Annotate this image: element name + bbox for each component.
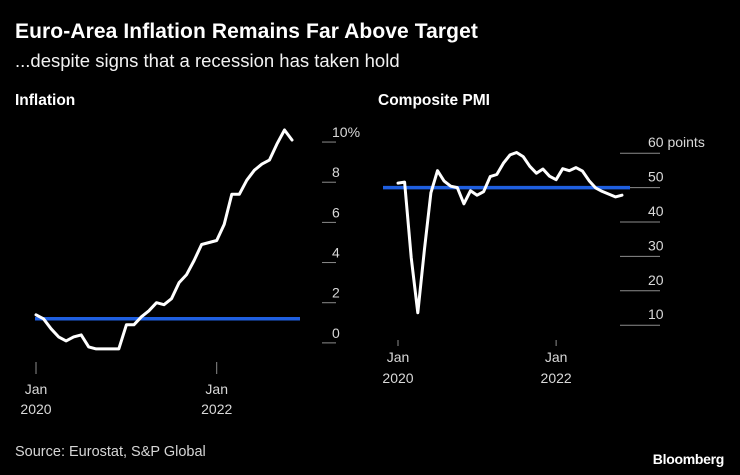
inflation-x-tick-year: 2022 (201, 401, 232, 417)
inflation-y-tick-label: 6 (332, 204, 340, 220)
pmi-x-tick-year: 2020 (382, 370, 413, 386)
pmi-series-line (396, 151, 624, 315)
pmi-x-tick-label: Jan (387, 349, 410, 365)
pmi-x-tick-label: Jan (545, 349, 568, 365)
inflation-x-tick-label: Jan (25, 381, 48, 397)
pmi-y-tick-label: 30 (648, 237, 664, 253)
inflation-series-line (34, 128, 294, 351)
bloomberg-logo: Bloomberg (652, 451, 725, 467)
pmi-y-tick-label: 50 (648, 169, 664, 185)
inflation-y-tick-label: 10% (332, 124, 360, 140)
pmi-y-tick-label: 20 (648, 272, 664, 288)
pmi-y-tick-label: 40 (648, 203, 664, 219)
inflation-y-tick-label: 2 (332, 285, 340, 301)
source-note: Source: Eurostat, S&P Global (15, 444, 206, 460)
chart-subtitle: ...despite signs that a recession has ta… (15, 50, 400, 71)
inflation-y-tick-label: 0 (332, 325, 340, 341)
chart-title: Euro-Area Inflation Remains Far Above Ta… (15, 20, 478, 43)
inflation-x-tick-year: 2020 (20, 401, 51, 417)
inflation-y-tick-label: 8 (332, 164, 340, 180)
inflation-y-tick-label: 4 (332, 245, 340, 261)
inflation-panel-title: Inflation (15, 92, 76, 109)
pmi-x-tick-year: 2022 (541, 370, 572, 386)
inflation-x-tick-label: Jan (205, 381, 228, 397)
pmi-y-tick-label: 10 (648, 306, 664, 322)
pmi-y-tick-label: 60 points (648, 134, 705, 150)
pmi-panel-title: Composite PMI (378, 92, 490, 109)
